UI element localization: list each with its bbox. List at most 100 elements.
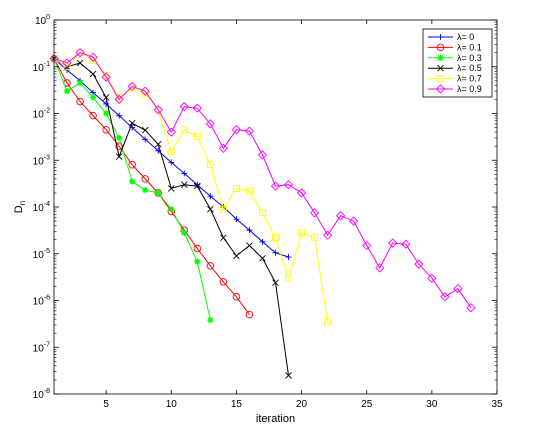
- marker-x: [220, 234, 227, 242]
- marker-x: [180, 181, 188, 189]
- marker-x: [259, 254, 266, 262]
- marker-x: [194, 182, 201, 190]
- marker-x: [285, 372, 292, 379]
- y-tick-exponent: -6: [44, 295, 50, 302]
- marker-square: [298, 229, 306, 237]
- marker-square: [154, 106, 162, 114]
- y-tick-exponent: -3: [44, 154, 50, 161]
- legend-label: λ= 0.5: [457, 63, 482, 73]
- y-tick-exponent: -7: [44, 341, 50, 348]
- y-tick-label: 10-4: [33, 201, 50, 214]
- marker-square: [128, 84, 136, 92]
- series-0: [51, 55, 292, 261]
- marker-plus: [285, 254, 292, 261]
- marker-square: [232, 184, 240, 192]
- legend-entry-2: λ= 0.3: [428, 53, 482, 63]
- marker-x: [89, 70, 97, 78]
- marker-square: [311, 234, 319, 242]
- y-tick-exponent: -2: [44, 108, 50, 115]
- legend-entry-5: λ= 0.9: [428, 84, 482, 94]
- marker-circle: [89, 111, 97, 120]
- marker-square: [324, 318, 332, 326]
- marker-diamond: [192, 103, 202, 113]
- marker-diamond: [101, 72, 111, 82]
- marker-plus: [103, 100, 110, 107]
- y-tick-label: 10-6: [33, 295, 50, 308]
- marker-square: [437, 75, 444, 83]
- series-3: [50, 55, 292, 379]
- y-tick-label: 10-5: [33, 248, 50, 261]
- x-tick-label: 30: [426, 399, 438, 410]
- x-tick-label: 20: [296, 399, 308, 410]
- y-axis-label-main: D: [13, 205, 25, 213]
- marker-plus: [437, 34, 444, 40]
- legend-label: λ= 0.7: [457, 74, 482, 84]
- y-tick-exponent: 0: [46, 14, 50, 21]
- marker-circle: [193, 244, 202, 253]
- legend-label: λ= 0.9: [457, 84, 482, 94]
- marker-star: [437, 54, 444, 61]
- marker-star: [116, 134, 123, 141]
- marker-square: [285, 274, 292, 282]
- series-line: [53, 58, 250, 315]
- y-tick-base: 10: [33, 250, 45, 261]
- legend-entry-3: λ= 0.5: [428, 63, 482, 73]
- marker-diamond: [127, 81, 137, 92]
- marker-x: [246, 242, 253, 249]
- marker-diamond: [401, 239, 411, 249]
- x-tick-label: 15: [231, 399, 243, 410]
- marker-diamond: [322, 230, 333, 240]
- y-tick-base: 10: [33, 110, 45, 121]
- marker-circle: [76, 97, 84, 106]
- marker-x: [233, 252, 240, 260]
- marker-square: [180, 126, 188, 134]
- y-tick-base: 10: [33, 156, 45, 167]
- marker-circle: [436, 43, 445, 52]
- y-tick-exponent: -4: [44, 201, 50, 208]
- marker-diamond: [270, 181, 281, 191]
- marker-diamond: [75, 48, 85, 58]
- marker-circle: [245, 310, 254, 319]
- y-tick-base: 10: [33, 390, 45, 401]
- marker-square: [259, 209, 266, 217]
- marker-diamond: [435, 84, 446, 94]
- marker-x: [102, 94, 110, 101]
- x-tick-label: 5: [103, 399, 109, 410]
- marker-circle: [102, 125, 110, 134]
- series-5: [49, 48, 476, 313]
- marker-diamond: [427, 273, 437, 283]
- series-line: [53, 58, 289, 258]
- marker-diamond: [166, 127, 176, 137]
- y-tick-base: 10: [33, 63, 45, 74]
- marker-diamond: [153, 105, 163, 115]
- marker-square: [63, 63, 71, 71]
- marker-plus: [246, 227, 253, 234]
- legend-entry-4: λ= 0.7: [428, 74, 482, 84]
- marker-star: [64, 88, 71, 95]
- marker-square: [76, 49, 84, 57]
- marker-star: [77, 79, 84, 86]
- marker-star: [181, 229, 188, 236]
- legend-label: λ= 0.1: [457, 42, 482, 52]
- marker-square: [115, 94, 123, 101]
- series-2: [51, 55, 214, 324]
- marker-square: [219, 205, 227, 213]
- plot-area: [49, 48, 476, 379]
- marker-diamond: [296, 188, 307, 198]
- y-tick-label: 10-1: [33, 61, 50, 74]
- marker-star: [103, 110, 110, 117]
- y-tick-label: 10-7: [33, 341, 50, 354]
- axes: 5 10 15 20 25 30 3510010-110-210-310-410-510-6…: [33, 14, 503, 410]
- marker-plus: [207, 193, 214, 200]
- marker-square: [193, 133, 201, 141]
- y-tick-base: 10: [35, 16, 47, 27]
- marker-diamond: [257, 150, 268, 160]
- marker-x: [154, 140, 162, 148]
- marker-plus: [181, 170, 188, 177]
- marker-circle: [141, 175, 149, 183]
- marker-plus: [142, 136, 149, 143]
- marker-square: [141, 89, 149, 97]
- marker-diamond: [62, 58, 72, 68]
- marker-x: [207, 205, 214, 213]
